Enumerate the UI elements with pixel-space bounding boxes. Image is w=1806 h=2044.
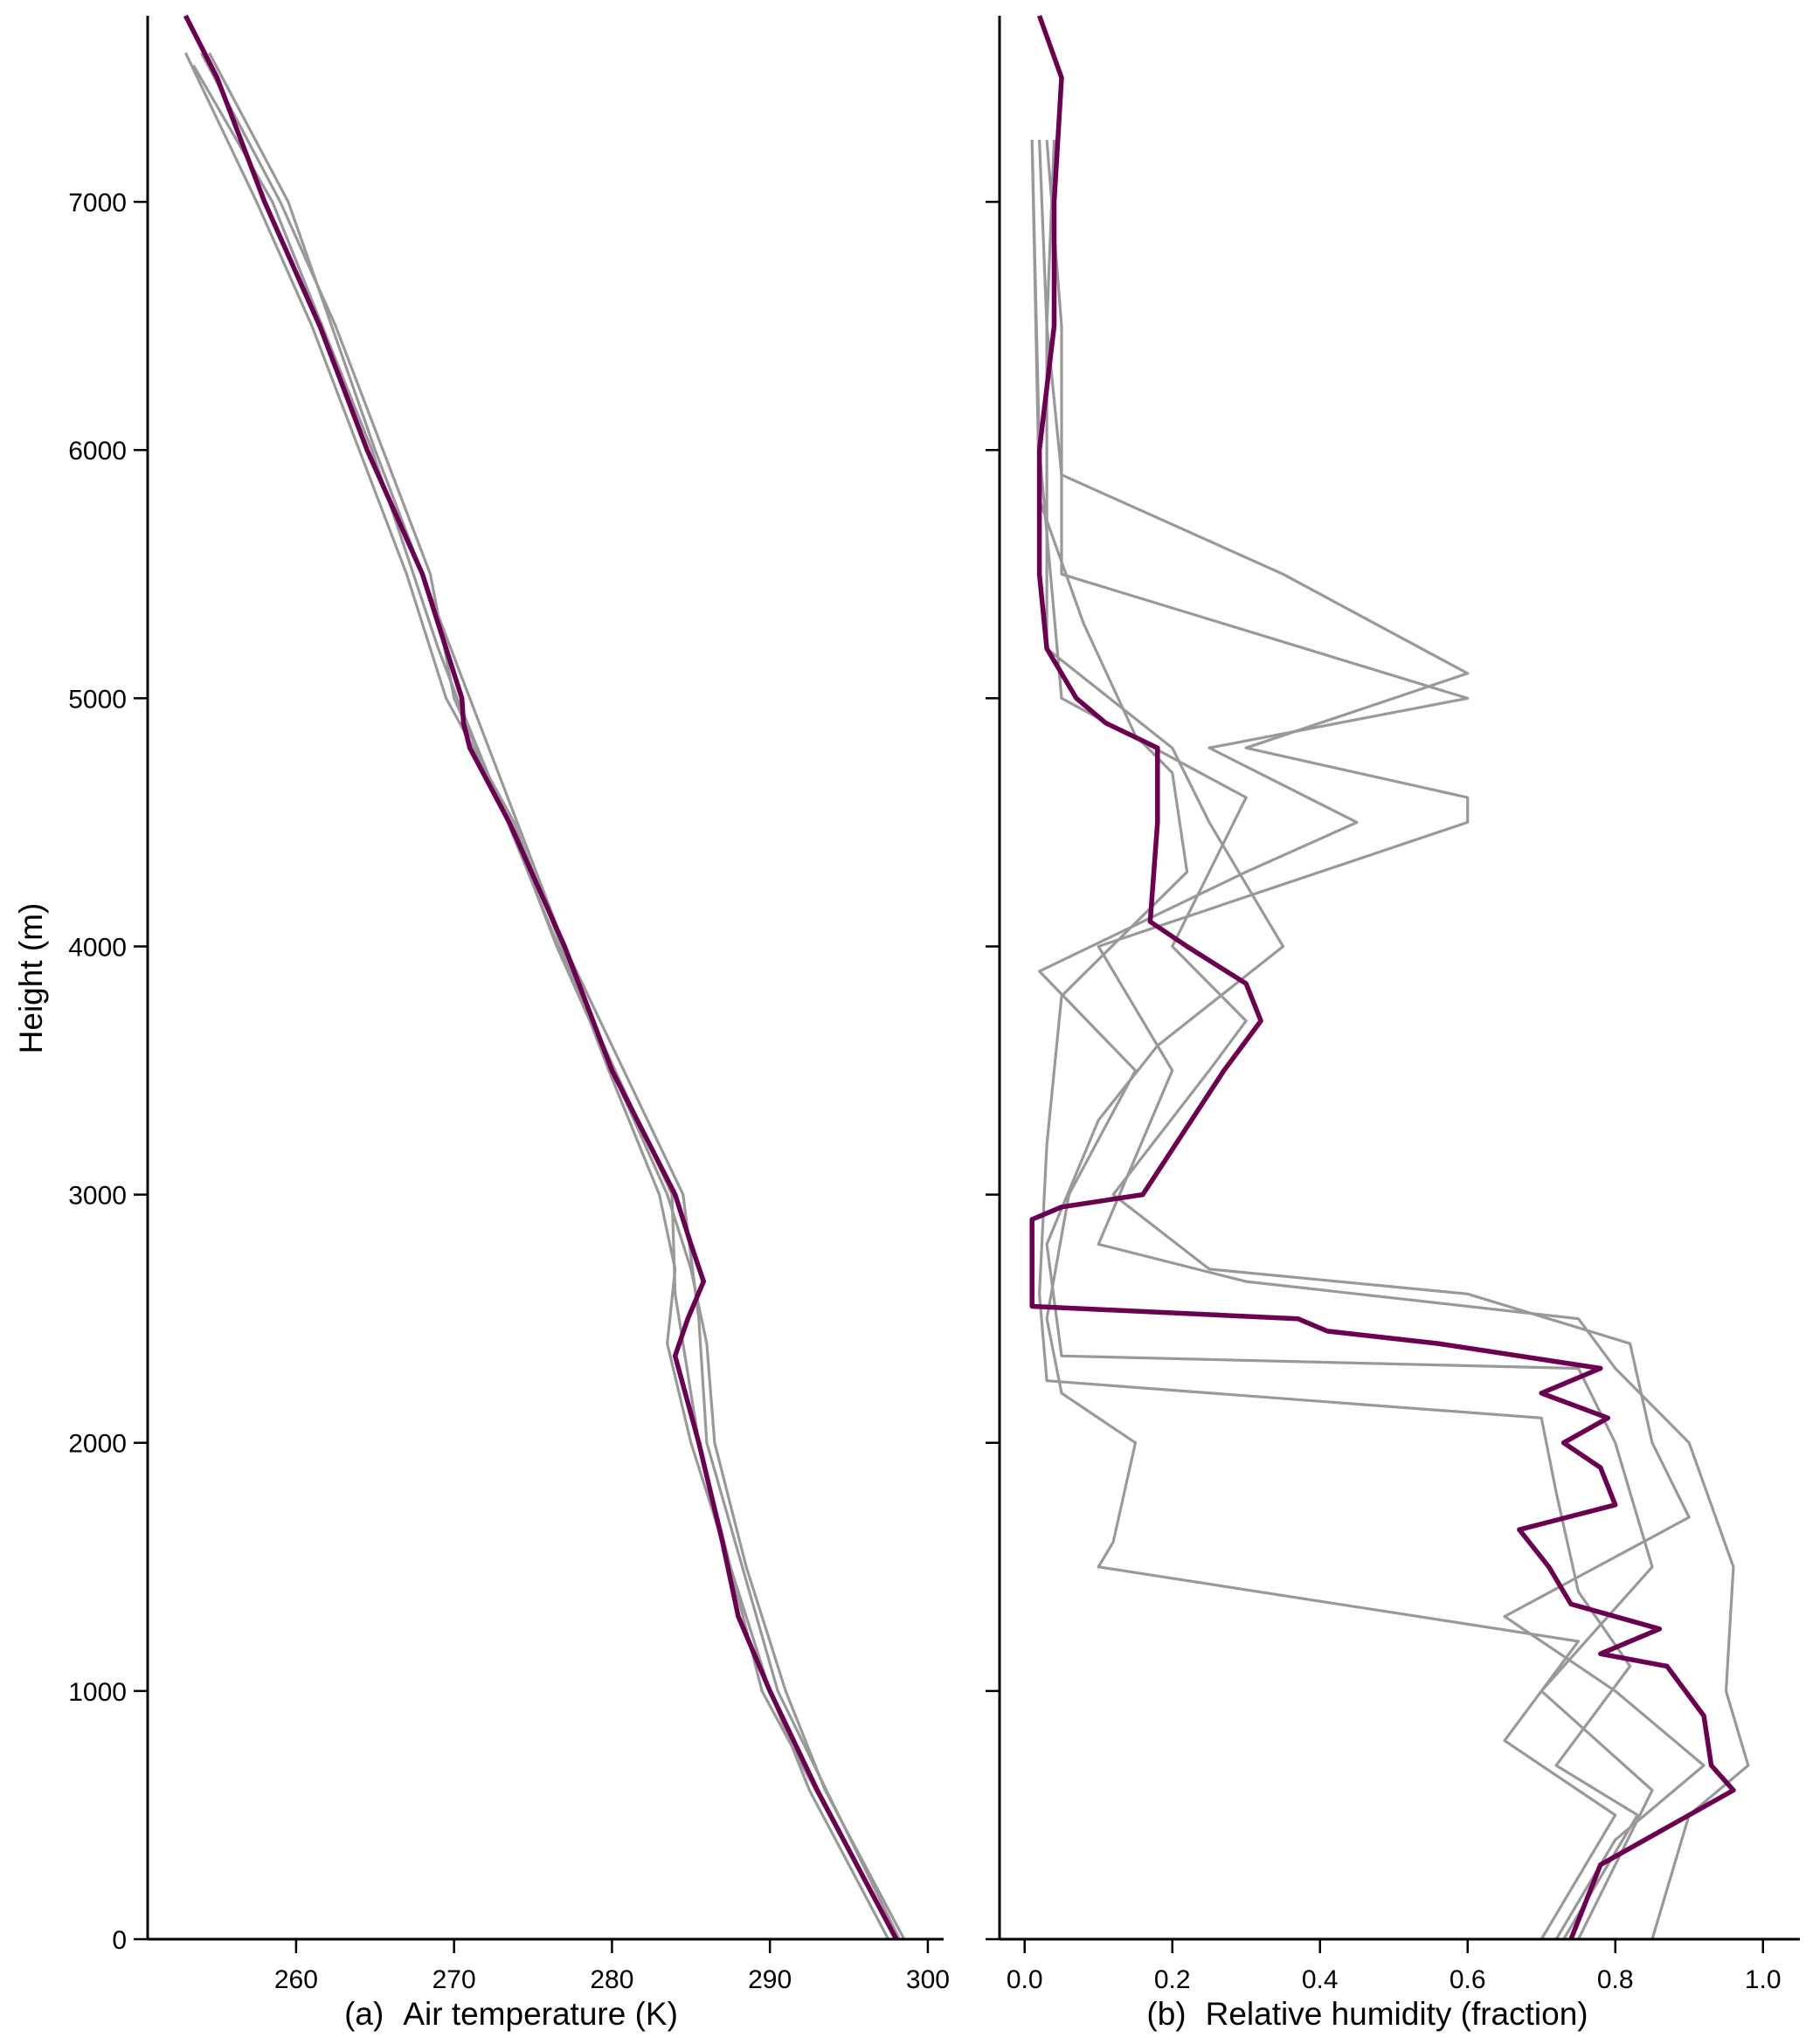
y-tick-label: 0 xyxy=(112,1926,127,1955)
individual-profile-line xyxy=(1038,140,1750,1940)
individual-profile-line xyxy=(1045,140,1654,1940)
mean-profile-line xyxy=(183,14,899,1941)
y-tick-label: 7000 xyxy=(68,189,127,218)
individual-profile-line xyxy=(183,52,890,1940)
x-tick-label: 290 xyxy=(748,1965,792,1994)
y-tick-label: 6000 xyxy=(68,437,127,466)
x-axis-title-a: Air temperature (K) xyxy=(403,1996,678,2032)
panel-label-b: (b) xyxy=(1146,1996,1186,2032)
x-axis-label-a: (a) Air temperature (K) xyxy=(344,1996,678,2032)
individual-profile-line xyxy=(1030,140,1639,1940)
x-tick-label: 270 xyxy=(432,1965,476,1994)
x-tick-label: 1.0 xyxy=(1745,1965,1782,1994)
y-tick-label: 4000 xyxy=(68,933,127,962)
individual-profile-line xyxy=(1038,139,1617,1940)
x-tick-label: 0.2 xyxy=(1154,1965,1191,1994)
x-axis-title-b: Relative humidity (fraction) xyxy=(1206,1996,1588,2032)
x-tick-label: 280 xyxy=(590,1965,633,1994)
y-tick-label: 1000 xyxy=(68,1678,127,1707)
y-tick-label: 2000 xyxy=(68,1430,127,1459)
x-tick-label: 0.8 xyxy=(1597,1965,1634,1994)
x-axis-label-b: (b) Relative humidity (fraction) xyxy=(1146,1996,1588,2032)
x-tick-label: 260 xyxy=(274,1965,318,1994)
y-tick-label: 5000 xyxy=(68,685,127,714)
x-tick-label: 0.4 xyxy=(1302,1965,1339,1994)
panel-humidity: 0.0 0.2 0.4 0.6 0.8 1.0 xyxy=(986,15,1800,1994)
panel-temperature: 260 270 280 290 3000100020003000400050006000… xyxy=(68,14,950,1994)
panel-label-a: (a) xyxy=(344,1996,384,2032)
individual-profile-line xyxy=(192,64,898,1940)
individual-profile-line xyxy=(200,52,906,1940)
y-tick-label: 3000 xyxy=(68,1182,127,1211)
x-tick-label: 0.0 xyxy=(1007,1965,1043,1994)
x-tick-label: 300 xyxy=(906,1965,950,1994)
y-axis-label: Height (m) xyxy=(13,903,49,1054)
individual-profile-line xyxy=(1030,140,1706,1940)
individual-profile-line xyxy=(208,52,901,1940)
mean-profile-line xyxy=(1029,15,1736,1941)
x-tick-label: 0.6 xyxy=(1450,1965,1486,1994)
